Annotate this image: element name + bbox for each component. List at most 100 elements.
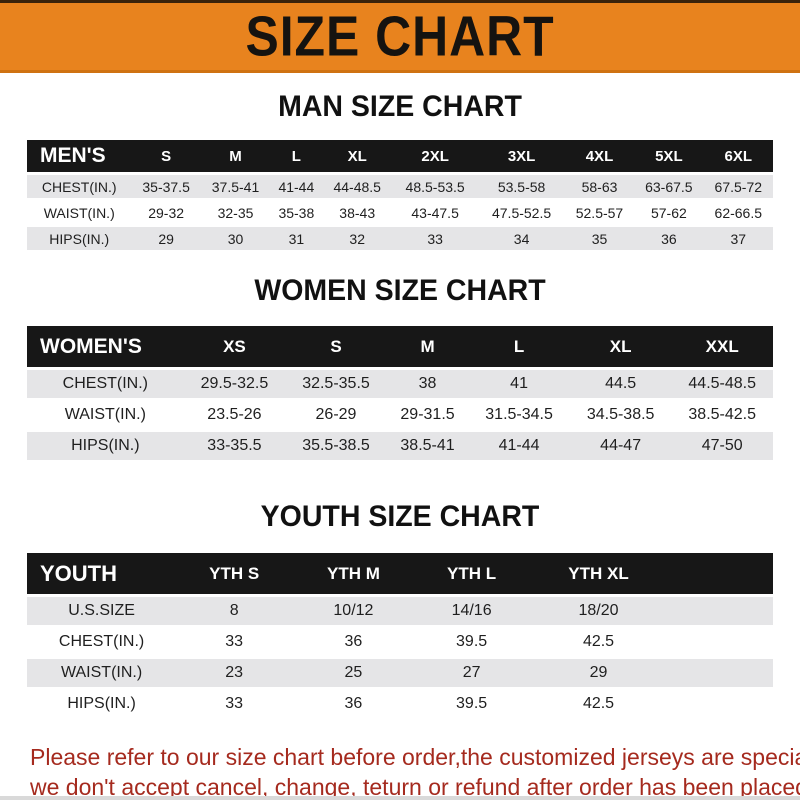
size-table-header-row: YOUTH YTH S YTH M YTH L YTH XL: [27, 553, 773, 594]
size-value-cell: 32: [349, 230, 365, 247]
size-value-cell: 36: [344, 695, 363, 712]
spacer-cell: [668, 553, 773, 594]
size-value-cell: 29-31.5: [400, 406, 455, 423]
size-value-cell: 27: [462, 664, 481, 681]
size-value-cell: 62-66.5: [714, 204, 763, 221]
measurement-row: WAIST(IN.) 23.5-26 26-29 29-31.5 31.5-34.5 34…: [27, 401, 773, 429]
size-value-cell: 48.5-53.5: [405, 178, 465, 195]
banner-title: SIZE CHART: [245, 5, 555, 68]
size-value-cell: 30: [227, 230, 244, 247]
size-column-header: YTH L: [414, 553, 529, 594]
order-disclaimer: Please refer to our size chart before or…: [30, 742, 800, 803]
spacer-cell: [669, 659, 773, 687]
size-value-cell: 29-32: [148, 204, 185, 221]
size-value-cell: 47-50: [701, 437, 743, 454]
men-size-table: MEN'S S M L XL 2XL 3XL 4XL 5XL 6XL CHEST(IN.) 35-37…: [27, 137, 773, 253]
size-value-cell: 31.5-34.5: [485, 406, 553, 423]
size-column-header: S: [285, 326, 387, 367]
size-value-cell: 63-67.5: [645, 178, 693, 195]
size-value-cell: 33-35.5: [207, 437, 262, 454]
measurement-row-label: WAIST(IN.): [61, 664, 143, 681]
size-value-cell: 29.5-32.5: [200, 375, 269, 392]
size-column-header: XL: [569, 326, 672, 367]
size-value-cell: 44-47: [600, 437, 642, 454]
measurement-row-label: HIPS(IN.): [49, 230, 110, 247]
size-value-cell: 36: [661, 230, 677, 247]
size-value-cell: 32-35: [217, 204, 254, 221]
measurement-row-label: U.S.SIZE: [68, 602, 135, 619]
size-value-cell: 41-44: [278, 178, 315, 195]
size-value-cell: 47.5-52.5: [491, 204, 552, 221]
size-value-cell: 52.5-57: [575, 204, 624, 221]
youth-section-title: YOUTH SIZE CHART: [260, 500, 540, 533]
spacer-cell: [669, 597, 773, 625]
size-value-cell: 53.5-58: [497, 178, 546, 195]
size-value-cell: 38.5-41: [400, 437, 455, 454]
size-value-cell: 57-62: [650, 204, 687, 221]
measurement-row: WAIST(IN.) 23 25 27 29: [27, 659, 773, 687]
size-value-cell: 23.5-26: [207, 406, 262, 423]
measurement-row-label: CHEST(IN.): [58, 633, 145, 650]
size-value-cell: 35.5-38.5: [302, 437, 370, 454]
size-column-header: M: [386, 326, 469, 367]
size-value-cell: 35: [591, 230, 608, 247]
size-value-cell: 29: [158, 230, 174, 247]
size-value-cell: 41: [510, 375, 528, 392]
measurement-row-label: HIPS(IN.): [67, 695, 136, 712]
size-column-header: S: [131, 140, 201, 172]
size-value-cell: 33: [225, 633, 244, 650]
size-column-header: M: [200, 140, 271, 172]
size-column-header: XL: [322, 140, 392, 172]
size-table-header-row: MEN'S S M L XL 2XL 3XL 4XL 5XL 6XL: [27, 140, 773, 172]
size-value-cell: 39.5: [456, 695, 488, 712]
size-column-header: 5XL: [634, 140, 704, 172]
size-column-header: L: [270, 140, 323, 172]
spacer-cell: [669, 690, 773, 718]
size-value-cell: 34.5-38.5: [586, 406, 655, 423]
size-value-cell: 37.5-41: [211, 178, 260, 195]
measurement-row: CHEST(IN.) 35-37.5 37.5-41 41-44 44-48.5 48.5…: [27, 175, 773, 198]
youth-size-table: YOUTH YTH S YTH M YTH L YTH XL U.S.SIZE 8 10/12…: [27, 550, 773, 721]
size-table-header-row: WOMEN'S XS S M L XL XXL: [27, 326, 773, 367]
size-column-header: YTH S: [176, 553, 293, 594]
size-value-cell: 32.5-35.5: [302, 375, 370, 392]
measurement-row: CHEST(IN.) 33 36 39.5 42.5: [27, 628, 773, 656]
size-value-cell: 67.5-72: [714, 178, 763, 195]
size-value-cell: 38.5-42.5: [688, 406, 757, 423]
measurement-row: HIPS(IN.) 33 36 39.5 42.5: [27, 690, 773, 718]
size-column-header: 6XL: [703, 140, 773, 172]
size-value-cell: 36: [344, 633, 363, 650]
size-value-cell: 35-37.5: [142, 178, 190, 195]
size-value-cell: 42.5: [582, 633, 615, 650]
size-value-cell: 25: [344, 664, 363, 681]
measurement-row-label: WAIST(IN.): [64, 406, 146, 423]
spacer-cell: [669, 628, 773, 656]
measurement-row: U.S.SIZE 8 10/12 14/16 18/20: [27, 597, 773, 625]
table-group-label: WOMEN'S: [27, 326, 184, 367]
measurement-row: CHEST(IN.) 29.5-32.5 32.5-35.5 38 41 44.5 44.5…: [27, 370, 773, 398]
size-value-cell: 8: [229, 602, 239, 619]
women-size-table: WOMEN'S XS S M L XL XXL CHEST(IN.) 29.5-32.5 32.5…: [27, 323, 773, 463]
measurement-row: HIPS(IN.) 33-35.5 35.5-38.5 38.5-41 41-44 44-…: [27, 432, 773, 460]
size-column-header: 3XL: [478, 140, 565, 172]
measurement-row-label: HIPS(IN.): [71, 437, 140, 454]
measurement-row-label: WAIST(IN.): [43, 204, 115, 221]
size-value-cell: 43-47.5: [411, 204, 459, 221]
size-value-cell: 37: [730, 230, 747, 247]
size-value-cell: 35-38: [278, 204, 315, 221]
bottom-edge-strip: [0, 796, 800, 800]
size-value-cell: 26-29: [315, 406, 357, 423]
size-column-header: L: [468, 326, 570, 367]
size-value-cell: 38: [418, 375, 437, 392]
size-value-cell: 58-63: [581, 178, 618, 195]
size-value-cell: 10/12: [333, 602, 374, 619]
table-group-label: YOUTH: [27, 553, 177, 594]
size-value-cell: 34: [513, 230, 530, 247]
size-value-cell: 39.5: [456, 633, 488, 650]
size-chart-banner: SIZE CHART: [0, 0, 800, 73]
table-group-label: MEN'S: [27, 140, 132, 172]
men-size-chart-section: MAN SIZE CHART MEN'S S M L XL 2XL 3XL 4XL 5XL 6XL…: [0, 90, 800, 253]
women-size-chart-section: WOMEN SIZE CHART WOMEN'S XS S M L XL XXL CHEST(…: [0, 274, 800, 463]
size-value-cell: 29: [589, 664, 608, 681]
measurement-row-label: CHEST(IN.): [62, 375, 148, 392]
